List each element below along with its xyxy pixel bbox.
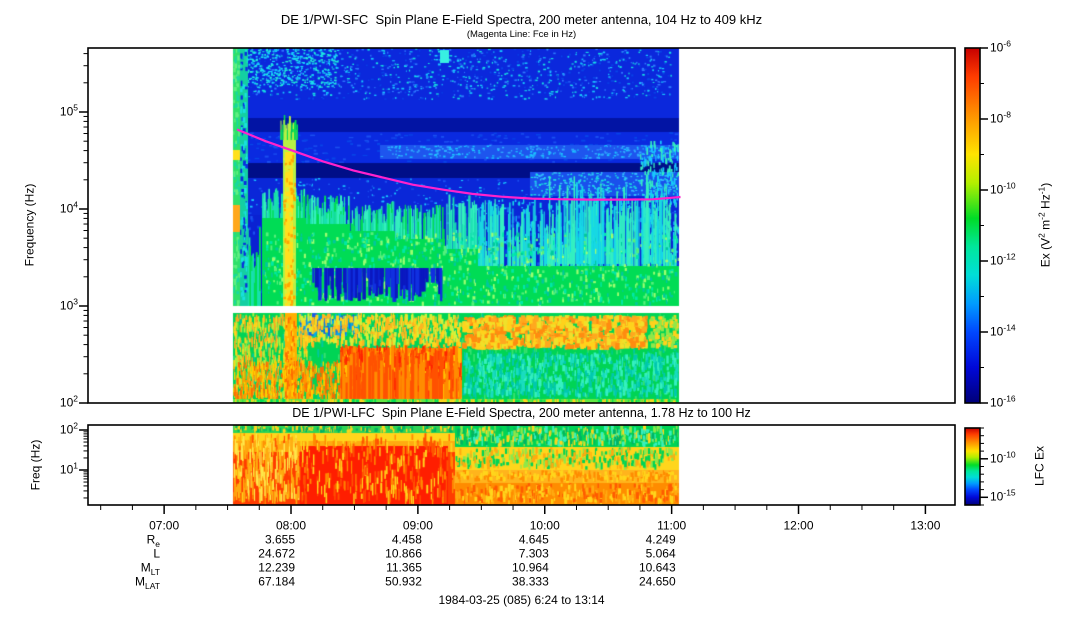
lfc-colorbar-tick-label: 10-15 bbox=[990, 487, 1016, 504]
ephemeris-value: 10.964 bbox=[512, 560, 549, 575]
lfc-title: DE 1/PWI-LFC Spin Plane E-Field Spectra,… bbox=[292, 406, 751, 420]
lfc-panel-frame bbox=[87, 424, 956, 506]
lfc-colorbar-frame bbox=[964, 427, 981, 506]
ephemeris-value: 10.643 bbox=[638, 560, 676, 575]
x-axis-tick-label: 10:00 bbox=[529, 518, 560, 533]
ephemeris-value: 12.239 bbox=[258, 560, 295, 575]
sfc-colorbar-tick-label: 10-6 bbox=[990, 38, 1011, 55]
fce-line bbox=[236, 128, 681, 201]
sfc-y-tick-label: 102 bbox=[59, 393, 78, 410]
ephemeris-value: 4.645 bbox=[518, 532, 549, 547]
ephemeris-value: 50.932 bbox=[385, 574, 422, 589]
lfc-colorbar-label: LFC Ex bbox=[1032, 445, 1047, 487]
ephemeris-value: 4.249 bbox=[645, 532, 676, 547]
ephemeris-value: 4.458 bbox=[391, 532, 422, 547]
sfc-y-axis-label: Frequency (Hz) bbox=[22, 183, 37, 267]
lfc-y-axis-label: Freq (Hz) bbox=[28, 439, 43, 491]
ephemeris-row-label: Re bbox=[146, 532, 160, 549]
lfc-y-tick-label: 102 bbox=[59, 420, 78, 437]
sfc-y-tick-label: 103 bbox=[59, 296, 78, 313]
ephemeris-value: 24.650 bbox=[638, 574, 676, 589]
ephemeris-value: 24.672 bbox=[258, 546, 295, 561]
sfc-panel-frame bbox=[87, 47, 956, 404]
sfc-subtitle: (Magenta Line: Fce in Hz) bbox=[466, 29, 577, 40]
ephemeris-row-label: MLAT bbox=[135, 574, 160, 591]
sfc-title: DE 1/PWI-SFC Spin Plane E-Field Spectra,… bbox=[280, 12, 763, 27]
x-axis-tick-label: 08:00 bbox=[275, 518, 307, 533]
ephemeris-value: 67.184 bbox=[258, 574, 295, 589]
ephemeris-row-label: MLT bbox=[140, 560, 160, 577]
ephemeris-value: 38.333 bbox=[512, 574, 549, 589]
ephemeris-value: 11.365 bbox=[386, 560, 422, 575]
sfc-y-tick-label: 105 bbox=[59, 102, 78, 119]
sfc-colorbar-label: Ex (V2 m-2 Hz-1) bbox=[1036, 182, 1053, 268]
x-axis-tick-label: 13:00 bbox=[910, 518, 941, 533]
x-axis-tick-label: 11:00 bbox=[657, 518, 687, 533]
x-axis-tick-label: 12:00 bbox=[783, 518, 814, 533]
lfc-y-tick-label: 101 bbox=[59, 460, 78, 477]
sfc-colorbar-tick-label: 10-10 bbox=[990, 180, 1016, 197]
sfc-colorbar-frame bbox=[964, 47, 981, 404]
lfc-colorbar-tick-label: 10-10 bbox=[990, 449, 1016, 466]
sfc-colorbar-tick-label: 10-12 bbox=[990, 251, 1016, 268]
sfc-colorbar-tick-label: 10-8 bbox=[990, 109, 1011, 126]
figure-caption: 1984-03-25 (085) 6:24 to 13:14 bbox=[438, 593, 605, 607]
ephemeris-value: 3.655 bbox=[264, 532, 295, 547]
x-axis-tick-label: 07:00 bbox=[149, 518, 180, 533]
ephemeris-row-label: L bbox=[153, 546, 160, 561]
ephemeris-value: 10.866 bbox=[385, 546, 422, 561]
sfc-colorbar-tick-label: 10-16 bbox=[990, 393, 1016, 410]
ephemeris-value: 7.303 bbox=[518, 546, 549, 561]
sfc-y-tick-label: 104 bbox=[59, 199, 78, 216]
ephemeris-value: 5.064 bbox=[645, 546, 676, 561]
sfc-colorbar-tick-label: 10-14 bbox=[990, 322, 1016, 339]
x-axis-tick-label: 09:00 bbox=[402, 518, 433, 533]
